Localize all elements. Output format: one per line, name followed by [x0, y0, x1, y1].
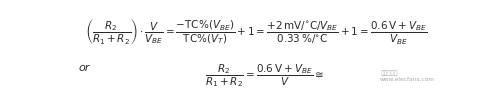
Text: or: or — [78, 63, 90, 73]
Text: 电子发烧友
www.elecfans.com: 电子发烧友 www.elecfans.com — [380, 70, 435, 82]
Text: $\dfrac{R_2}{R_1+R_2} = \dfrac{0.6\,\mathrm{V}+V_{BE}}{V} \cong$: $\dfrac{R_2}{R_1+R_2} = \dfrac{0.6\,\mat… — [204, 62, 324, 89]
Text: $\left(\dfrac{R_2}{R_1+R_2}\right)\cdot\dfrac{V}{V_{BE}} = \dfrac{-\mathrm{TC\%}: $\left(\dfrac{R_2}{R_1+R_2}\right)\cdot\… — [85, 17, 427, 46]
